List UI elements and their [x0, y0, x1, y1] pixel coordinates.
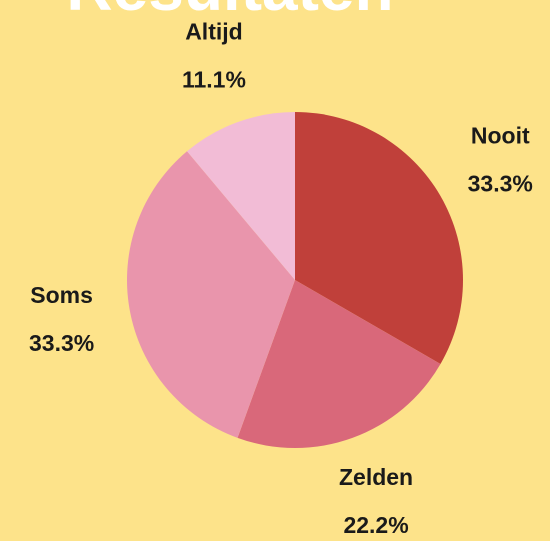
slice-label: Altijd [185, 18, 243, 44]
pie-slice [187, 112, 295, 280]
slice-value-label: 22.2% [343, 512, 408, 538]
pie-slice [295, 112, 463, 364]
slice-value-label: 11.1% [182, 66, 246, 92]
pie-slice [237, 280, 441, 448]
slice-label: Zelden [339, 464, 413, 490]
slice-label: Nooit [471, 123, 530, 149]
chart-title: Resultaten [66, 0, 393, 24]
slice-value-label: 33.3% [468, 171, 533, 197]
slice-value-label: 33.3% [29, 330, 94, 356]
slice-label: Soms [30, 282, 93, 308]
pie-slice [127, 151, 295, 438]
